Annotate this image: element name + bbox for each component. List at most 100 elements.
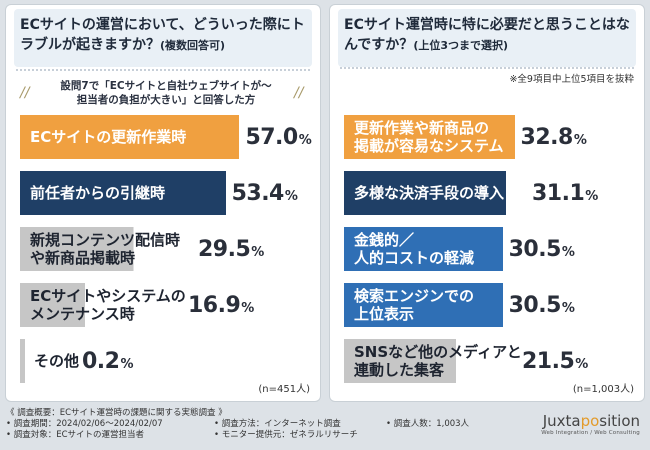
bar-value-number-0-4: 0.2 [82, 348, 120, 374]
bar-label-line-1-2-1: 人的コストの軽減 [354, 249, 475, 267]
juxtaposition-logo: Juxtaposition Web Integration / Web Cons… [530, 412, 640, 436]
bar-value-unit-0-3: % [241, 300, 254, 316]
bar-1-3 [344, 283, 503, 327]
bar-0-3 [20, 283, 86, 327]
survey-count: • 調査人数：1,003人 [386, 419, 470, 429]
bar-0-1 [20, 171, 226, 215]
bar-row-1-0: 更新作業や新商品の 掲載が容易なシステム 32.8% [344, 115, 639, 159]
bar-row-1-2: 金銭的／ 人的コストの軽減 30.5% [344, 227, 639, 271]
bar-row-0-4: その他 0.2% [20, 339, 315, 383]
bar-1-2 [344, 227, 503, 271]
bar-value-number-1-1: 31.1 [532, 180, 585, 206]
right-sample-size: (n=1,003人) [572, 384, 634, 395]
bar-value-unit-0-1: % [284, 188, 298, 204]
bar-row-0-1: 前任者からの引継時 53.4% [20, 171, 315, 215]
bar-0-2 [20, 227, 134, 271]
bar-value-number-1-2: 30.5 [508, 236, 562, 262]
right-separator [340, 67, 634, 69]
bar-value-0-2: 29.5% [198, 227, 264, 271]
bar-label-1-0: 更新作業や新商品の 掲載が容易なシステム [354, 115, 504, 159]
bar-value-unit-0-0: % [298, 132, 312, 148]
logo-word-accent: po [580, 412, 600, 430]
bar-label-line-0-2-0: 新規コンテンツ配信時 [30, 231, 181, 249]
bar-label-line-0-3-1: メンテナンス時 [30, 305, 135, 323]
bar-1-0 [344, 115, 515, 159]
bar-value-number-1-0: 32.8 [520, 124, 574, 150]
left-slash-decoration: // [20, 85, 30, 101]
bar-1-1 [344, 171, 506, 215]
bar-label-1-3: 検索エンジンでの 上位表示 [354, 283, 474, 327]
bar-value-number-0-0: 57.0 [245, 124, 298, 150]
bar-value-number-0-1: 53.4 [231, 180, 285, 206]
logo-tagline: Web Integration / Web Consulting [541, 430, 640, 436]
left-respondent-note-line1: 設問7で「ECサイトと自社ウェブサイトが～ [60, 80, 272, 92]
survey-method: • 調査方法：インターネット調査 [214, 419, 341, 429]
left-respondent-note-line2: 担当者の負担が大きい」と回答した方 [76, 94, 256, 106]
bar-label-line-0-4-0: その他 [34, 352, 80, 370]
bar-value-unit-1-4: % [575, 356, 588, 372]
left-sample-size: (n=451人) [258, 384, 310, 395]
logo-wordmark: Juxtaposition [530, 412, 640, 430]
bar-value-1-0: 32.8% [521, 115, 587, 159]
bar-label-0-1: 前任者からの引継時 [30, 171, 165, 215]
bar-1-4 [344, 339, 456, 383]
bar-value-1-4: 21.5% [522, 339, 588, 383]
bar-label-line-1-2-0: 金銭的／ [354, 231, 415, 249]
left-respondent-note: 設問7で「ECサイトと自社ウェブサイトが～ 担当者の負担が大きい」と回答した方 [26, 79, 306, 107]
bar-label-line-1-3-0: 検索エンジンでの [354, 287, 475, 305]
bar-label-line-0-3-0: ECサイトやシステムの [30, 287, 186, 305]
bar-row-0-3: ECサイトやシステムの メンテナンス時 16.9% [20, 283, 315, 327]
survey-period: • 調査期間：2024/02/06～2024/02/07 [6, 419, 163, 429]
bar-value-1-2: 30.5% [509, 227, 575, 271]
bar-label-line-1-0-1: 掲載が容易なシステム [354, 137, 504, 155]
left-chart-panel: ECサイトの運営において、どういった際にトラブルが起きますか？(複数回答可) /… [5, 4, 321, 402]
bar-label-0-2: 新規コンテンツ配信時 や新商品掲載時 [30, 227, 180, 271]
bar-0-4 [20, 339, 25, 383]
bar-label-line-0-0-0: ECサイトの更新作業時 [30, 128, 187, 146]
bar-value-unit-0-4: % [120, 356, 134, 372]
bar-label-1-4: SNSなど他のメディアと 連動した集客 [354, 339, 522, 383]
bar-value-number-0-3: 16.9 [188, 292, 241, 318]
right-question-title: ECサイト運営時に特に必要だと思うことはなんですか？(上位3つまで選択) [338, 9, 636, 67]
bar-label-1-1: 多様な決済手段の導入 [354, 171, 504, 215]
bar-value-number-0-2: 29.5 [198, 236, 251, 262]
right-chart-panel: ECサイト運営時に特に必要だと思うことはなんですか？(上位3つまで選択) ※全9… [329, 4, 645, 402]
left-question-text: ECサイトの運営において、どういった際にトラブルが起きますか？ [20, 17, 305, 53]
bar-value-unit-0-2: % [251, 244, 264, 260]
right-slash-decoration: // [294, 85, 304, 101]
left-separator [16, 69, 310, 71]
bar-value-1-1: 31.1% [532, 171, 598, 215]
right-question-text: ECサイト運営時に特に必要だと思うことはなんですか？ [344, 17, 630, 53]
bar-label-line-1-4-0: SNSなど他のメディアと [354, 343, 522, 361]
survey-outline: 《 調査概要：ECサイト運営時の課題に関する実態調査 》 [6, 408, 227, 418]
bar-value-1-3: 30.5% [509, 283, 575, 327]
bar-row-0-0: ECサイトの更新作業時 57.0% [20, 115, 315, 159]
bar-value-0-1: 53.4% [232, 171, 298, 215]
survey-target: • 調査対象：ECサイトの運営担当者 [6, 430, 145, 440]
bar-label-0-3: ECサイトやシステムの メンテナンス時 [30, 283, 186, 327]
bar-label-line-1-4-1: 連動した集客 [354, 361, 445, 379]
bar-label-line-1-1-0: 多様な決済手段の導入 [354, 184, 505, 202]
left-question-suffix: (複数回答可) [160, 39, 226, 52]
bar-label-line-0-1-0: 前任者からの引継時 [30, 184, 166, 202]
left-question-title: ECサイトの運営において、どういった際にトラブルが起きますか？(複数回答可) [14, 9, 312, 67]
bar-label-1-2: 金銭的／ 人的コストの軽減 [354, 227, 474, 271]
bar-value-unit-1-0: % [573, 132, 587, 148]
right-question-suffix: (上位3つまで選択) [413, 39, 509, 52]
bar-value-number-1-3: 30.5 [508, 292, 562, 318]
bar-row-1-3: 検索エンジンでの 上位表示 30.5% [344, 283, 639, 327]
bar-0-0 [20, 115, 240, 159]
bar-value-0-4: 0.2% [82, 339, 133, 383]
bar-value-unit-1-3: % [561, 300, 575, 316]
bar-label-line-0-2-1: や新商品掲載時 [30, 249, 136, 267]
survey-provider: • モニター提供元：ゼネラルリサーチ [214, 430, 358, 440]
bar-label-0-4: その他 [34, 339, 79, 383]
bar-value-unit-1-1: % [585, 188, 598, 204]
bar-value-unit-1-2: % [561, 244, 575, 260]
bar-value-0-0: 57.0% [245, 115, 311, 159]
bar-value-0-3: 16.9% [188, 283, 254, 327]
bar-label-line-1-0-0: 更新作業や新商品の [354, 119, 490, 137]
logo-word-post: sition [599, 412, 640, 430]
bar-row-1-1: 多様な決済手段の導入 31.1% [344, 171, 639, 215]
bar-row-0-2: 新規コンテンツ配信時 や新商品掲載時 29.5% [20, 227, 315, 271]
